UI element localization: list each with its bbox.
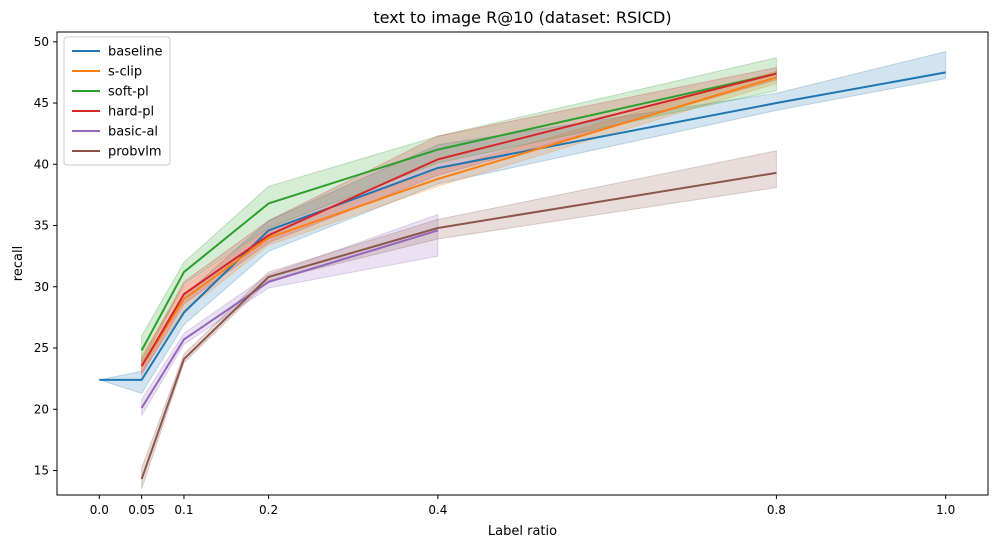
legend-label-baseline: baseline (108, 45, 162, 60)
x-tick-label: 0.4 (428, 503, 447, 517)
y-tick-label: 40 (34, 157, 49, 171)
series-lines (99, 71, 946, 480)
y-tick-label: 25 (34, 341, 49, 355)
legend-label-hard-pl: hard-pl (108, 105, 154, 120)
y-tick-label: 20 (34, 402, 49, 416)
legend-label-basic-al: basic-al (108, 125, 158, 140)
band-baseline (97, 50, 947, 394)
band-probvlm (141, 150, 777, 490)
legend-box (63, 36, 171, 166)
series-line-baseline (99, 71, 946, 381)
x-tick-label: 0.2 (259, 503, 278, 517)
x-tick-label: 0.0 (90, 503, 109, 517)
x-axis-ticks: 0.0 0.05 0.1 0.2 0.4 0.8 1.0 (90, 495, 955, 517)
y-axis-ticks: 15 20 25 30 35 40 45 50 (34, 35, 57, 478)
series-line-hard-pl (140, 72, 777, 367)
band-s-clip (141, 70, 777, 375)
y-axis-label: recall (11, 246, 26, 281)
legend-label-s-clip: s-clip (108, 65, 142, 80)
x-tick-label: 0.1 (174, 503, 193, 517)
legend-label-probvlm: probvlm (108, 145, 162, 160)
plot-area-frame (56, 31, 989, 496)
band-hard-pl (141, 66, 777, 377)
legend-label-soft-pl: soft-pl (108, 85, 149, 100)
x-tick-label: 1.0 (936, 503, 955, 517)
y-tick-label: 50 (34, 35, 49, 49)
x-tick-label: 0.05 (128, 503, 155, 517)
x-tick-label: 0.8 (767, 503, 786, 517)
chart-legend: baseline s-clip soft-pl hard-pl basic-al prob… (63, 36, 171, 166)
y-tick-label: 45 (34, 96, 49, 110)
series-line-basic-al (140, 229, 439, 409)
y-tick-label: 35 (34, 219, 49, 233)
y-tick-label: 15 (34, 464, 49, 478)
series-line-soft-pl (140, 72, 777, 351)
chart-title: text to image R@10 (dataset: RSICD) (373, 8, 671, 27)
series-line-s-clip (140, 76, 777, 367)
x-axis-label: Label ratio (488, 524, 557, 539)
y-tick-label: 30 (34, 280, 49, 294)
band-basic-al (141, 213, 439, 418)
series-line-probvlm (140, 171, 777, 480)
